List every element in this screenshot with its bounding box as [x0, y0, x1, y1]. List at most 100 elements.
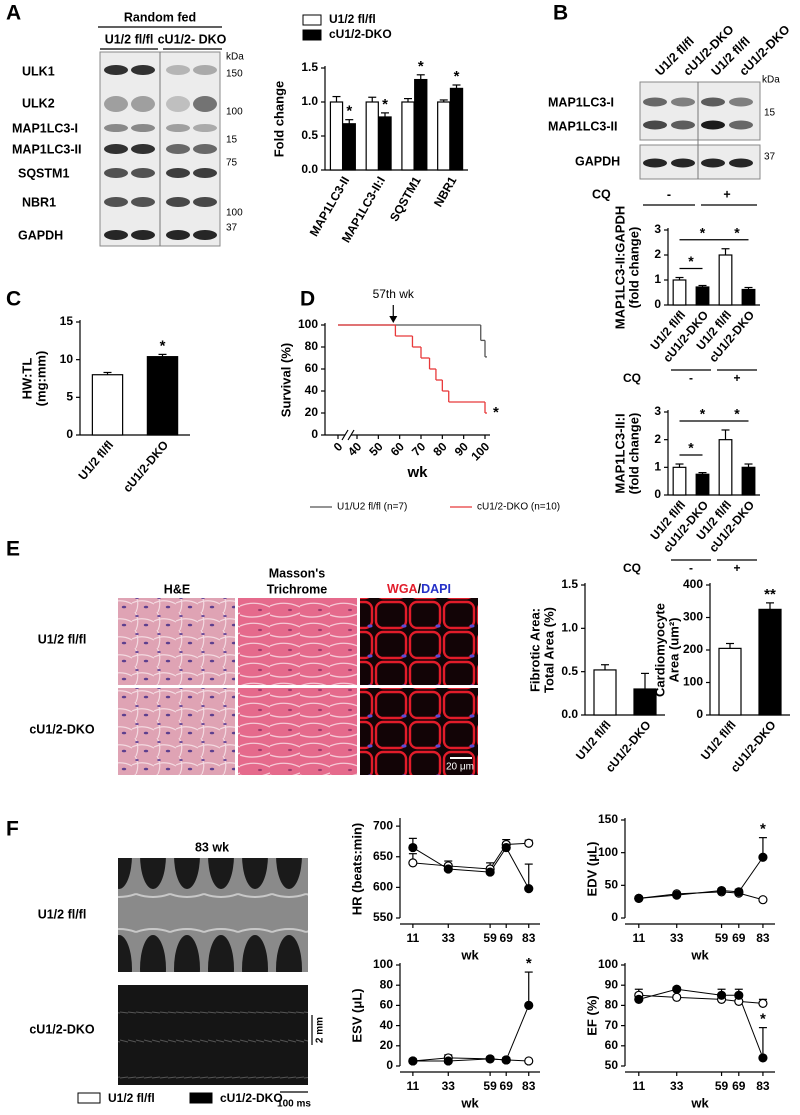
x-tick-label: 33 [670, 1079, 684, 1093]
x-tick-label: 50 [366, 439, 386, 459]
blot-header: Random fed [124, 10, 196, 24]
x-axis-label: wk [690, 1095, 709, 1110]
marker [485, 1054, 495, 1064]
blot-band [104, 197, 128, 207]
axis-break [341, 429, 349, 441]
marker [408, 1056, 418, 1066]
x-tick-label: 11 [407, 931, 420, 945]
micrograph [238, 598, 357, 685]
marker [501, 842, 511, 853]
x-tick-label: 100 [468, 439, 492, 463]
treatment-label: CQ [623, 561, 641, 575]
marker [716, 885, 727, 896]
y-tick-label: 100 [598, 845, 618, 859]
echo-image [118, 858, 308, 972]
x-tick-label: 33 [670, 931, 684, 945]
bar [401, 101, 415, 171]
marker [634, 893, 644, 904]
stain-label: DAPI [421, 582, 451, 596]
x-tick-label: SQSTM1 [387, 174, 424, 224]
y-tick-label: 1.0 [301, 94, 318, 108]
y-tick-label: 20 [380, 1038, 394, 1052]
x-tick-label: 90 [452, 439, 472, 459]
bar [718, 439, 733, 496]
blot-band [193, 168, 217, 178]
blot-band [166, 65, 190, 75]
blot-band [671, 158, 695, 168]
x-tick-label: 59 [715, 931, 729, 945]
y-tick-label: 100 [683, 675, 703, 689]
significance: * [526, 955, 532, 972]
significance: * [700, 224, 706, 240]
y-axis-label: MAP1LC3-II:I [612, 413, 627, 493]
y-tick-label: 0 [696, 707, 703, 721]
y-tick-label: 50 [605, 878, 619, 892]
y-tick-label: 0 [311, 427, 318, 441]
marker [758, 998, 768, 1008]
column-header: H&E [164, 582, 190, 596]
x-tick-label: NBR1 [431, 174, 460, 210]
bar [741, 466, 756, 496]
bar [718, 647, 742, 716]
x-tick-label: 69 [732, 1079, 746, 1093]
panel-label: C [6, 288, 21, 311]
blot-band [166, 197, 190, 207]
marker [734, 887, 744, 897]
marker [758, 895, 768, 905]
condition-label: - [689, 561, 693, 575]
bar [91, 374, 124, 436]
y-tick-label: 150 [598, 812, 618, 826]
bar [672, 466, 687, 496]
y-axis-label: Fibrotic Area: [527, 608, 542, 692]
blot-band [104, 230, 128, 240]
y-tick-label: 1.5 [301, 60, 318, 74]
x-tick-label: 11 [632, 931, 645, 945]
column-header: WGA/DAPI [387, 582, 451, 596]
protein-label: ULK2 [22, 96, 55, 110]
x-tick-label: 40 [345, 439, 365, 459]
micrograph [238, 688, 357, 775]
protein-label: ULK1 [22, 64, 55, 78]
marker [758, 1053, 768, 1063]
x-tick-label: 83 [522, 931, 536, 945]
y-axis-label: Cardiomyocyte [652, 603, 667, 697]
x-tick-label: 83 [756, 1079, 770, 1093]
row-label: cU1/2-DKO [29, 1022, 95, 1036]
blot-band [166, 168, 190, 178]
image-title: 83 wk [195, 840, 229, 854]
blot-band [131, 168, 155, 178]
legend-label: cU1/2-DKO [329, 27, 392, 41]
x-tick-label: 83 [756, 931, 770, 945]
y-tick-label: 200 [683, 642, 703, 656]
series-line [638, 994, 763, 1004]
y-tick-label: 40 [305, 383, 319, 397]
marker [634, 994, 644, 1004]
protein-label: MAP1LC3-II [548, 119, 617, 133]
marker [408, 858, 418, 868]
blot-band [131, 96, 155, 112]
blot-band [671, 97, 695, 107]
x-tick-label: 60 [388, 439, 408, 459]
kda-marker: 37 [764, 152, 776, 163]
blot-band [701, 97, 725, 107]
panel-label: A [6, 2, 21, 25]
y-tick-label: 100 [598, 957, 618, 971]
bar [378, 116, 392, 171]
bar [329, 101, 344, 171]
blot-band [193, 144, 217, 154]
kda-unit: kDa [226, 52, 244, 63]
y-tick-label: 0 [66, 427, 73, 441]
treatment-label: CQ [592, 187, 611, 201]
bar [741, 288, 756, 306]
blot-band [131, 197, 155, 207]
series-line [412, 1005, 530, 1062]
blot-band [131, 230, 155, 240]
y-tick-label: 50 [605, 1058, 619, 1072]
arrow-head [389, 316, 398, 323]
y-tick-label: 80 [305, 339, 319, 353]
blot-band [729, 97, 753, 107]
y-axis-label: MAP1LC3-II:GAPDH [612, 206, 627, 330]
significance: * [346, 103, 352, 120]
blot-band [193, 65, 217, 75]
